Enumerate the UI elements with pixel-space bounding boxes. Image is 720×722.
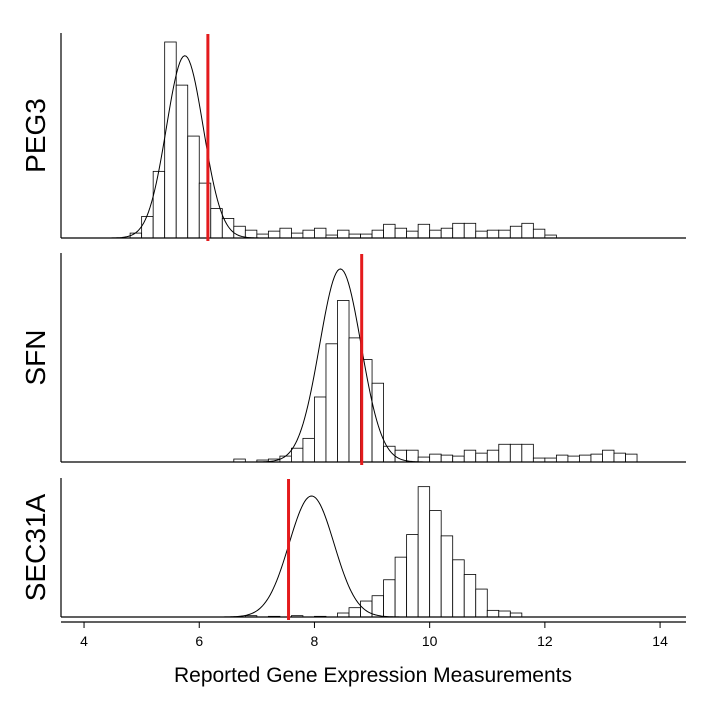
density-curve-sec31a	[61, 495, 686, 618]
x-tick-label-5: 14	[652, 633, 668, 649]
histogram-bar-sfn-21	[486, 449, 500, 463]
histogram-bar-sfn-28	[567, 455, 580, 463]
histogram-bar-sfn-6	[314, 396, 327, 463]
x-ticks: 4 6 8 10 12 14	[80, 622, 668, 649]
histogram-bar-peg3-12	[267, 230, 281, 239]
histogram-bar-sec31a-18	[498, 610, 511, 618]
panels-layer: PEG3 SFN SEC31A	[20, 33, 686, 620]
histogram-bar-peg3-34	[521, 222, 534, 239]
x-tick-label-3: 10	[422, 633, 438, 649]
histogram-bar-peg3-22	[383, 223, 396, 239]
x-tick-label-0: 4	[80, 633, 88, 649]
histogram-bar-sec31a-15	[463, 574, 477, 618]
panel-sec31a: SEC31A	[20, 478, 686, 620]
histogram-bar-sfn-19	[463, 449, 477, 463]
histogram-bar-sfn-24	[521, 443, 534, 463]
histogram-bar-sfn-18	[452, 455, 465, 463]
x-axis: 4 6 8 10 12 14 Reported Gene Expression Measu…	[61, 621, 686, 687]
histogram-bar-sfn-7	[325, 343, 338, 463]
histogram-bar-sec31a-5	[348, 607, 361, 618]
histogram-bar-peg3-30	[475, 230, 488, 239]
panel-label-sec31a: SEC31A	[20, 493, 51, 601]
histogram-bar-sfn-27	[555, 454, 569, 463]
histogram-bar-peg3-21	[371, 229, 384, 239]
histogram-bar-sec31a-10	[406, 534, 419, 618]
histogram-bar-peg3-24	[406, 230, 419, 239]
histogram-bar-peg3-13	[279, 227, 292, 239]
histogram-bar-peg3-26	[429, 229, 442, 239]
histogram-bar-peg3-28	[452, 222, 465, 239]
histogram-bar-peg3-3	[164, 41, 177, 239]
histogram-bar-sfn-30	[590, 453, 603, 463]
histogram-bar-peg3-16	[314, 227, 327, 239]
histogram-bar-sec31a-8	[383, 579, 396, 618]
histogram-bar-sec31a-14	[452, 559, 465, 618]
histogram-bar-peg3-10	[244, 229, 258, 239]
histogram-bar-peg3-4	[175, 84, 189, 239]
histogram-bar-peg3-8	[221, 217, 235, 239]
histogram-bar-sfn-29	[579, 454, 592, 463]
histogram-bar-peg3-25	[417, 223, 431, 239]
histogram-bar-peg3-27	[440, 227, 454, 239]
histogram-bar-sec31a-16	[475, 588, 488, 618]
histogram-bar-sfn-20	[475, 452, 488, 463]
histogram-bar-peg3-7	[210, 208, 223, 239]
histogram-bar-sfn-16	[429, 453, 442, 463]
histogram-bar-sec31a-17	[486, 609, 500, 618]
histogram-bar-peg3-32	[498, 229, 511, 239]
histogram-bar-sec31a-7	[371, 595, 384, 618]
histogram-bar-peg3-33	[509, 225, 523, 239]
histogram-bar-sfn-4	[291, 447, 304, 463]
histogram-bar-sfn-9	[348, 337, 361, 463]
histogram-bar-peg3-18	[337, 229, 350, 239]
histogram-bar-peg3-2	[152, 170, 166, 239]
histogram-bar-sfn-32	[613, 452, 626, 463]
panel-label-sfn: SFN	[20, 330, 51, 386]
histogram-bar-peg3-15	[302, 229, 315, 239]
histogram-bar-sfn-17	[440, 454, 454, 463]
histogram-bar-sec31a-13	[440, 535, 454, 618]
histogram-bar-sfn-22	[498, 443, 511, 463]
histogram-bar-peg3-23	[394, 227, 408, 239]
x-tick-label-4: 12	[537, 633, 553, 649]
histogram-bar-peg3-35	[532, 228, 546, 239]
histogram-bar-peg3-5	[187, 135, 200, 239]
panel-sfn: SFN	[20, 253, 686, 465]
histogram-bar-sfn-33	[625, 453, 638, 463]
panel-peg3: PEG3	[20, 33, 686, 241]
panel-label-peg3: PEG3	[20, 98, 51, 173]
histogram-bar-sfn-8	[337, 300, 350, 463]
density-curve-peg3	[61, 55, 686, 239]
histogram-bar-sfn-23	[509, 443, 523, 463]
histogram-bar-sfn-15	[417, 456, 431, 463]
histogram-bar-sfn-14	[406, 449, 419, 463]
histogram-bar-peg3-29	[463, 222, 477, 239]
x-axis-title: Reported Gene Expression Measurements	[174, 664, 572, 687]
x-tick-label-1: 6	[195, 633, 203, 649]
histogram-bar-sfn-5	[302, 437, 315, 463]
histogram-bar-peg3-1	[141, 216, 154, 239]
density-curve-sfn	[61, 268, 686, 463]
x-tick-label-2: 8	[311, 633, 319, 649]
histogram-bar-sec31a-6	[360, 600, 373, 618]
histogram-bar-peg3-14	[291, 232, 304, 239]
histogram-bar-peg3-31	[486, 229, 500, 239]
histogram-bar-sfn-31	[602, 449, 615, 463]
histogram-bar-sec31a-11	[417, 486, 431, 618]
histogram-bar-sec31a-9	[394, 556, 408, 618]
histogram-bar-sec31a-12	[429, 510, 442, 618]
